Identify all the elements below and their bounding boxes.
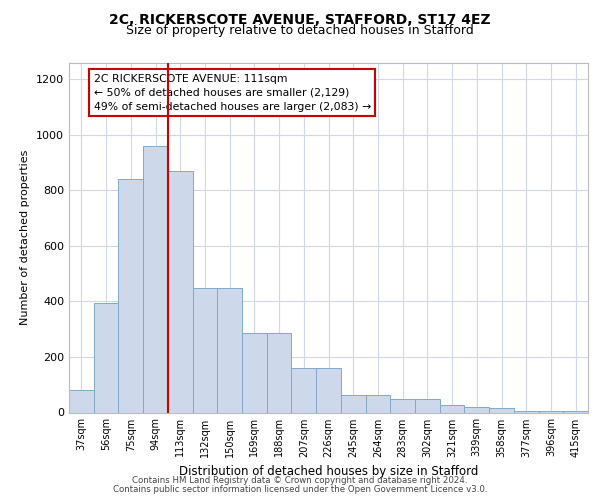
Bar [267, 334, 292, 412]
Bar [539, 411, 563, 412]
Bar [464, 407, 489, 412]
Bar [143, 146, 168, 412]
Bar [94, 303, 118, 412]
Bar [563, 411, 588, 412]
Bar [292, 368, 316, 412]
Bar [118, 179, 143, 412]
Bar [390, 399, 415, 412]
Bar [489, 408, 514, 412]
Bar [415, 399, 440, 412]
Text: Size of property relative to detached houses in Stafford: Size of property relative to detached ho… [126, 24, 474, 37]
Text: 2C, RICKERSCOTE AVENUE, STAFFORD, ST17 4EZ: 2C, RICKERSCOTE AVENUE, STAFFORD, ST17 4… [109, 12, 491, 26]
Bar [341, 396, 365, 412]
Bar [217, 288, 242, 412]
Text: Contains public sector information licensed under the Open Government Licence v3: Contains public sector information licen… [113, 485, 487, 494]
X-axis label: Distribution of detached houses by size in Stafford: Distribution of detached houses by size … [179, 465, 478, 478]
Bar [168, 171, 193, 412]
Bar [193, 288, 217, 412]
Text: Contains HM Land Registry data © Crown copyright and database right 2024.: Contains HM Land Registry data © Crown c… [132, 476, 468, 485]
Bar [316, 368, 341, 412]
Text: 2C RICKERSCOTE AVENUE: 111sqm
← 50% of detached houses are smaller (2,129)
49% o: 2C RICKERSCOTE AVENUE: 111sqm ← 50% of d… [94, 74, 371, 112]
Bar [365, 396, 390, 412]
Y-axis label: Number of detached properties: Number of detached properties [20, 150, 31, 325]
Bar [242, 334, 267, 412]
Bar [514, 411, 539, 412]
Bar [440, 404, 464, 412]
Bar [69, 390, 94, 412]
